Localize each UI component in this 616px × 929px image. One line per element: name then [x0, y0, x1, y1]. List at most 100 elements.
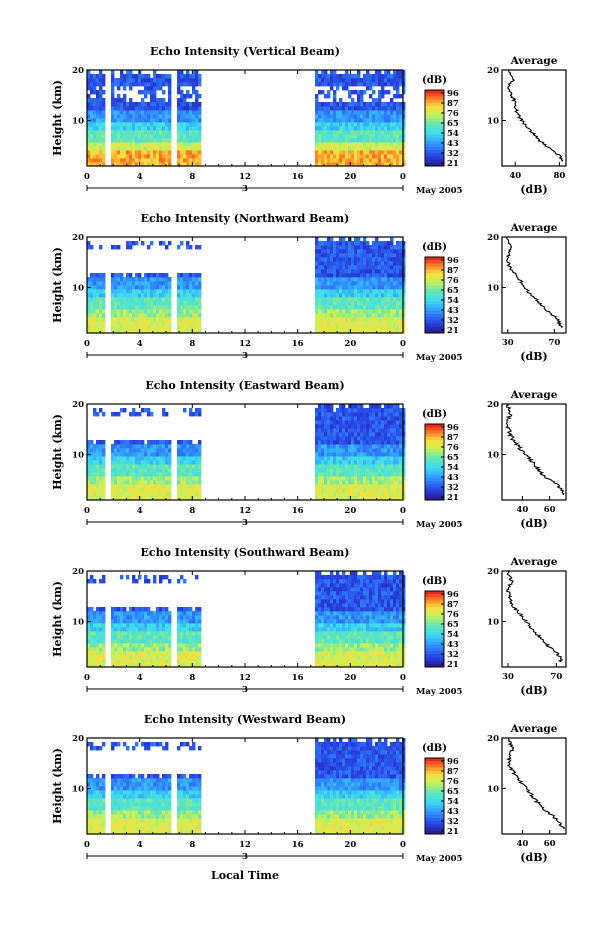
heatmap-cell — [165, 619, 169, 624]
heatmap-cell — [96, 444, 100, 449]
heatmap-cell — [159, 643, 163, 648]
heatmap-cell — [360, 130, 364, 135]
heatmap-cell — [393, 448, 397, 453]
heatmap-cell — [315, 162, 319, 167]
heatmap-cell — [354, 496, 358, 501]
heatmap-cell — [333, 82, 337, 87]
heatmap-cell — [402, 74, 406, 79]
heatmap-cell — [156, 631, 160, 636]
heatmap-cell — [378, 126, 382, 131]
heatmap-cell — [198, 138, 202, 143]
heatmap-cell — [390, 468, 394, 473]
heatmap-cell — [330, 484, 334, 489]
colorbar-swatch — [425, 301, 444, 305]
heatmap-cell — [357, 293, 361, 298]
heatmap-cell — [183, 277, 187, 282]
heatmap-cell — [102, 484, 106, 489]
heatmap-cell — [111, 480, 115, 485]
heatmap-cell — [369, 452, 373, 457]
heatmap-cell — [342, 130, 346, 135]
heatmap-cell — [327, 265, 331, 270]
heatmap-cell — [183, 480, 187, 485]
heatmap-cell — [351, 448, 355, 453]
colorbar-unit: (dB) — [422, 242, 447, 253]
heatmap-cell — [369, 281, 373, 286]
heatmap-cell — [345, 619, 349, 624]
heatmap-cell — [321, 285, 325, 290]
heatmap-cell — [327, 468, 331, 473]
heatmap-cell — [135, 635, 139, 640]
heatmap-cell — [102, 468, 106, 473]
heatmap-cell — [141, 277, 145, 282]
heatmap-cell — [357, 313, 361, 318]
heatmap-cell — [351, 142, 355, 147]
heatmap-cell — [123, 281, 127, 286]
heatmap-cell — [324, 496, 328, 501]
heatmap-cell — [180, 301, 184, 306]
heatmap-cell — [357, 412, 361, 417]
heatmap-cell — [342, 269, 346, 274]
heatmap-cell — [144, 484, 148, 489]
heatmap-cell — [153, 158, 157, 163]
heatmap-cell — [342, 249, 346, 254]
heatmap-cell — [393, 277, 397, 282]
heatmap-cell — [345, 273, 349, 278]
heatmap-cell — [153, 277, 157, 282]
heatmap-cell — [195, 309, 199, 314]
heatmap-cell — [366, 78, 370, 83]
heatmap-cell — [186, 615, 190, 620]
heatmap-cell — [90, 325, 94, 330]
heatmap-cell — [327, 106, 331, 111]
heatmap-cell — [123, 110, 127, 115]
heatmap-cell — [318, 285, 322, 290]
heatmap-cell — [132, 293, 136, 298]
heatmap-cell — [147, 134, 151, 139]
heatmap-cell — [165, 297, 169, 302]
heatmap-cell — [402, 313, 406, 318]
heatmap-cell — [336, 603, 340, 608]
colorbar-tick-label: 87 — [447, 266, 459, 276]
heatmap-cell — [402, 150, 406, 155]
heatmap-cell — [147, 114, 151, 119]
heatmap-cell — [345, 106, 349, 111]
heatmap-cell — [330, 424, 334, 429]
heatmap-cell — [315, 615, 319, 620]
heatmap-cell — [195, 102, 199, 107]
heatmap-cell — [141, 329, 145, 334]
heatmap-cell — [366, 245, 370, 250]
heatmap-cell — [150, 496, 154, 501]
heatmap-cell — [345, 480, 349, 485]
heatmap-cell — [348, 643, 352, 648]
heatmap-cell — [366, 70, 370, 75]
heatmap-cell — [141, 643, 145, 648]
heatmap-cell — [357, 472, 361, 477]
heatmap-cell — [114, 142, 118, 147]
heatmap-cell — [363, 436, 367, 441]
heatmap-cell — [336, 297, 340, 302]
heatmap-cell — [180, 114, 184, 119]
heatmap-cell — [111, 655, 115, 660]
x-tick-label: 0 — [84, 506, 90, 516]
heatmap-cell — [153, 110, 157, 115]
panel-3: Echo Intensity (Eastward Beam)0 4 8 12 16 20 0… — [51, 379, 567, 530]
heatmap-cell — [120, 659, 124, 664]
heatmap-cell — [336, 249, 340, 254]
heatmap-cell — [102, 647, 106, 652]
heatmap-cell — [402, 102, 406, 107]
heatmap-cell — [399, 496, 403, 501]
heatmap-cell — [354, 134, 358, 139]
heatmap-cell — [117, 321, 121, 326]
heatmap-cell — [354, 142, 358, 147]
heatmap-cell — [99, 130, 103, 135]
heatmap-cell — [321, 273, 325, 278]
heatmap-cell — [189, 639, 193, 644]
heatmap-cell — [372, 245, 376, 250]
heatmap-cell — [126, 643, 130, 648]
profile-x-tick-label: 70 — [548, 338, 560, 348]
heatmap-cell — [372, 428, 376, 433]
heatmap-cell — [375, 289, 379, 294]
heatmap-cell — [345, 241, 349, 246]
heatmap-cell — [192, 297, 196, 302]
heatmap-cell — [177, 297, 181, 302]
heatmap-cell — [333, 464, 337, 469]
